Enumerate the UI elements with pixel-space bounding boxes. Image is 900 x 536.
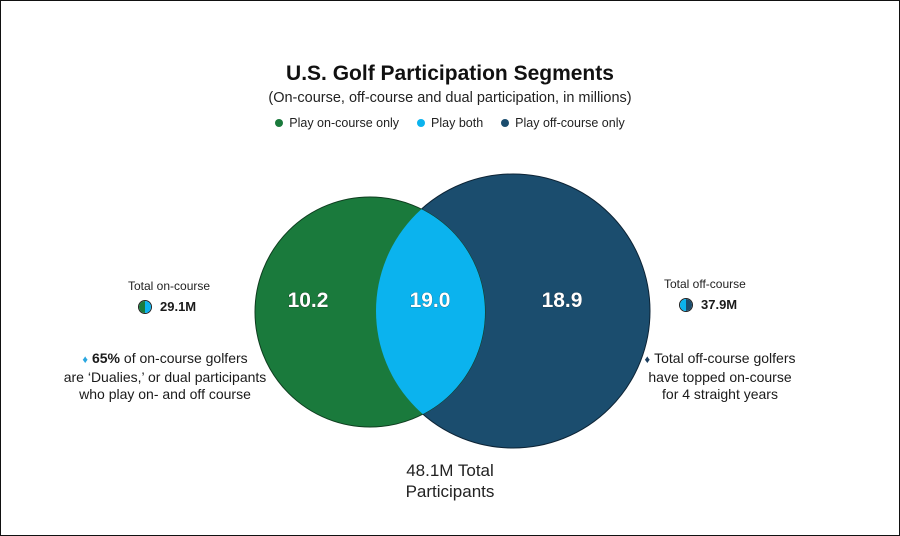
note-on-course-line2: are ‘Dualies,’ or dual participants [63, 369, 267, 385]
note-off-course-line3: for 4 straight years [662, 386, 778, 402]
venn-value-off-course: 18.9 [542, 289, 583, 312]
venn-value-both: 19.0 [410, 289, 451, 312]
note-off-course-line2: have topped on-course [648, 369, 792, 385]
total-participants-line2: Participants [405, 482, 495, 501]
note-on-course-line3: who play on- and off course [79, 386, 251, 402]
legend-swatch-on-course [275, 119, 284, 127]
chart-subtitle: (On-course, off-course and dual particip… [268, 90, 632, 106]
total-on-course-value: 29.1M [160, 299, 197, 314]
total-off-course: 37.9M [679, 297, 737, 312]
half-circle-icon-off-course [679, 297, 693, 312]
total-participants-line1: 48.1M Total [406, 461, 494, 480]
chart-title: U.S. Golf Participation Segments [286, 62, 614, 85]
total-participants: 48.1M Total Participants [300, 460, 600, 502]
legend-label-both: Play both [431, 116, 484, 130]
venn-value-on-course: 10.2 [288, 289, 329, 312]
diamond-icon: ♦ [644, 354, 651, 366]
note-off-course-text1: Total off-course golfers [654, 350, 796, 366]
legend-item-both: Play both [417, 116, 483, 130]
note-on-course-line1: ♦ 65% of on-course golfers [40, 350, 290, 369]
venn-overlap-both [376, 197, 485, 427]
legend: Play on-course only Play both Play off-c… [0, 116, 900, 130]
note-on-course-highlight: 65% [91, 350, 121, 366]
legend-item-on-course: Play on-course only [275, 116, 399, 130]
legend-label-off-course: Play off-course only [515, 116, 625, 130]
note-on-course: ♦ 65% of on-course golfers are ‘Dualies,’… [40, 350, 290, 403]
note-off-course-line1: ♦ Total off-course golfers [615, 350, 825, 369]
legend-swatch-both [417, 119, 426, 127]
note-off-course: ♦ Total off-course golfers have topped on… [615, 350, 825, 403]
legend-item-off-course: Play off-course only [501, 116, 625, 130]
total-on-course-label: Total on-course [128, 279, 211, 293]
total-on-course: 29.1M [138, 299, 196, 314]
total-off-course-label: Total off-course [664, 277, 746, 291]
total-off-course-value: 37.9M [701, 297, 738, 312]
legend-label-on-course: Play on-course only [289, 116, 400, 130]
diamond-icon: ♦ [82, 354, 88, 366]
note-on-course-text1: of on-course golfers [120, 350, 248, 366]
legend-swatch-off-course [501, 119, 510, 127]
half-circle-icon-on-course [138, 299, 152, 314]
